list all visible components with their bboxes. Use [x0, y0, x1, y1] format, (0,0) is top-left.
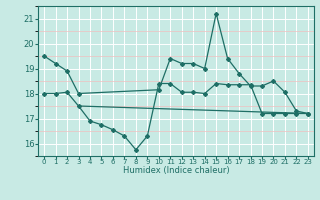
X-axis label: Humidex (Indice chaleur): Humidex (Indice chaleur): [123, 166, 229, 175]
